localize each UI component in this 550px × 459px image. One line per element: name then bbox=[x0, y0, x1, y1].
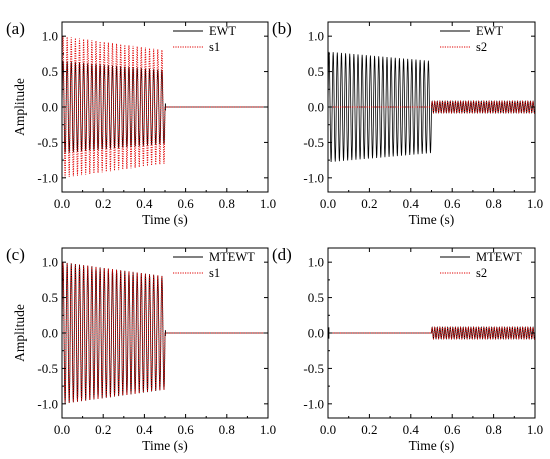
panel-label: (b) bbox=[272, 19, 292, 38]
x-tick-label: 0.4 bbox=[136, 422, 153, 437]
x-tick-label: 0.2 bbox=[361, 422, 377, 437]
x-tick-label: 0.6 bbox=[177, 196, 194, 211]
y-tick-label: 0.5 bbox=[42, 290, 58, 305]
plot-area bbox=[328, 326, 535, 340]
plot-area bbox=[328, 51, 535, 162]
chart-panel-c: 0.0 0.2 0.4 0.6 0.8 1.0 -1.0 -0.5 0.0 0.5 1.0 Time … bbox=[6, 245, 276, 453]
y-tick-label: -0.5 bbox=[303, 361, 324, 376]
y-tick-label: 0.0 bbox=[308, 326, 324, 341]
chart-panel-b: 0.0 0.2 0.4 0.6 0.8 1.0 -1.0 -0.5 0.0 0.5 1.0 Time … bbox=[272, 19, 543, 227]
legend-label-s2: s2 bbox=[476, 40, 487, 54]
x-tick-label: 1.0 bbox=[260, 422, 276, 437]
series-s2-line bbox=[328, 326, 535, 340]
y-tick-label: -0.5 bbox=[37, 361, 58, 376]
y-tick-label: -1.0 bbox=[303, 396, 324, 411]
x-tick-label: 0.8 bbox=[219, 422, 235, 437]
plot-area bbox=[62, 262, 268, 404]
x-tick-label: 0.0 bbox=[54, 422, 70, 437]
chart-panel-a: 0.0 0.2 0.4 0.6 0.8 1.0 -1.0 -0.5 0.0 0.5 1.0 Time … bbox=[6, 19, 276, 227]
legend: MTEWT s1 bbox=[173, 250, 255, 280]
y-tick-label: 0.0 bbox=[308, 100, 324, 115]
legend-label-mtewt: MTEWT bbox=[476, 250, 522, 264]
y-tick-label: 0.0 bbox=[42, 100, 58, 115]
x-tick-label: 0.6 bbox=[444, 196, 461, 211]
y-tick-label: -1.0 bbox=[37, 170, 58, 185]
legend: EWT s1 bbox=[173, 24, 236, 54]
y-tick-label: 0.0 bbox=[42, 326, 58, 341]
x-tick-label: 0.4 bbox=[136, 196, 153, 211]
panel-label: (a) bbox=[6, 19, 25, 38]
x-tick-label: 0.2 bbox=[95, 196, 111, 211]
plot-area bbox=[62, 36, 268, 178]
legend-label-s1: s1 bbox=[209, 40, 220, 54]
x-tick-label: 0.0 bbox=[54, 196, 70, 211]
legend-label-s2: s2 bbox=[476, 266, 487, 280]
x-tick-label: 1.0 bbox=[527, 196, 543, 211]
panel-label: (c) bbox=[6, 245, 25, 264]
chart-panel-d: 0.0 0.2 0.4 0.6 0.8 1.0 -1.0 -0.5 0.0 0.5 1.0 Time … bbox=[272, 245, 543, 453]
x-tick-label: 0.8 bbox=[485, 422, 501, 437]
legend: MTEWT s2 bbox=[440, 250, 522, 280]
x-tick-label: 1.0 bbox=[260, 196, 276, 211]
series-s1-line bbox=[62, 36, 268, 178]
legend-label-ewt: EWT bbox=[209, 24, 236, 38]
x-tick-label: 0.6 bbox=[177, 422, 194, 437]
y-tick-label: -0.5 bbox=[303, 135, 324, 150]
legend: EWT s2 bbox=[440, 24, 503, 54]
y-axis-label: Amplitude bbox=[12, 304, 27, 362]
legend-label-mtewt: MTEWT bbox=[209, 250, 255, 264]
x-tick-label: 0.4 bbox=[403, 196, 420, 211]
x-tick-label: 1.0 bbox=[527, 422, 543, 437]
series-s2-line bbox=[328, 100, 535, 114]
series-s1-line bbox=[62, 262, 268, 404]
y-tick-label: 1.0 bbox=[308, 255, 324, 270]
legend-label-s1: s1 bbox=[209, 266, 220, 280]
x-tick-label: 0.2 bbox=[95, 422, 111, 437]
x-tick-label: 0.0 bbox=[320, 422, 336, 437]
x-axis-label: Time (s) bbox=[409, 438, 455, 453]
x-tick-label: 0.4 bbox=[403, 422, 420, 437]
y-tick-label: -0.5 bbox=[37, 135, 58, 150]
y-axis-label: Amplitude bbox=[12, 78, 27, 136]
panel-label: (d) bbox=[272, 245, 292, 264]
x-axis-label: Time (s) bbox=[142, 438, 188, 453]
x-tick-label: 0.0 bbox=[320, 196, 336, 211]
x-axis-label: Time (s) bbox=[142, 212, 188, 227]
y-tick-label: 1.0 bbox=[42, 29, 58, 44]
y-tick-label: -1.0 bbox=[37, 396, 58, 411]
x-tick-label: 0.6 bbox=[444, 422, 461, 437]
y-tick-label: -1.0 bbox=[303, 170, 324, 185]
x-axis-label: Time (s) bbox=[409, 212, 455, 227]
y-tick-label: 1.0 bbox=[308, 29, 324, 44]
x-tick-label: 0.8 bbox=[485, 196, 501, 211]
y-tick-label: 1.0 bbox=[42, 255, 58, 270]
x-tick-label: 0.2 bbox=[361, 196, 377, 211]
y-tick-label: 0.5 bbox=[42, 64, 58, 79]
legend-label-ewt: EWT bbox=[476, 24, 503, 38]
x-tick-label: 0.8 bbox=[219, 196, 235, 211]
y-tick-label: 0.5 bbox=[308, 290, 324, 305]
y-tick-label: 0.5 bbox=[308, 64, 324, 79]
